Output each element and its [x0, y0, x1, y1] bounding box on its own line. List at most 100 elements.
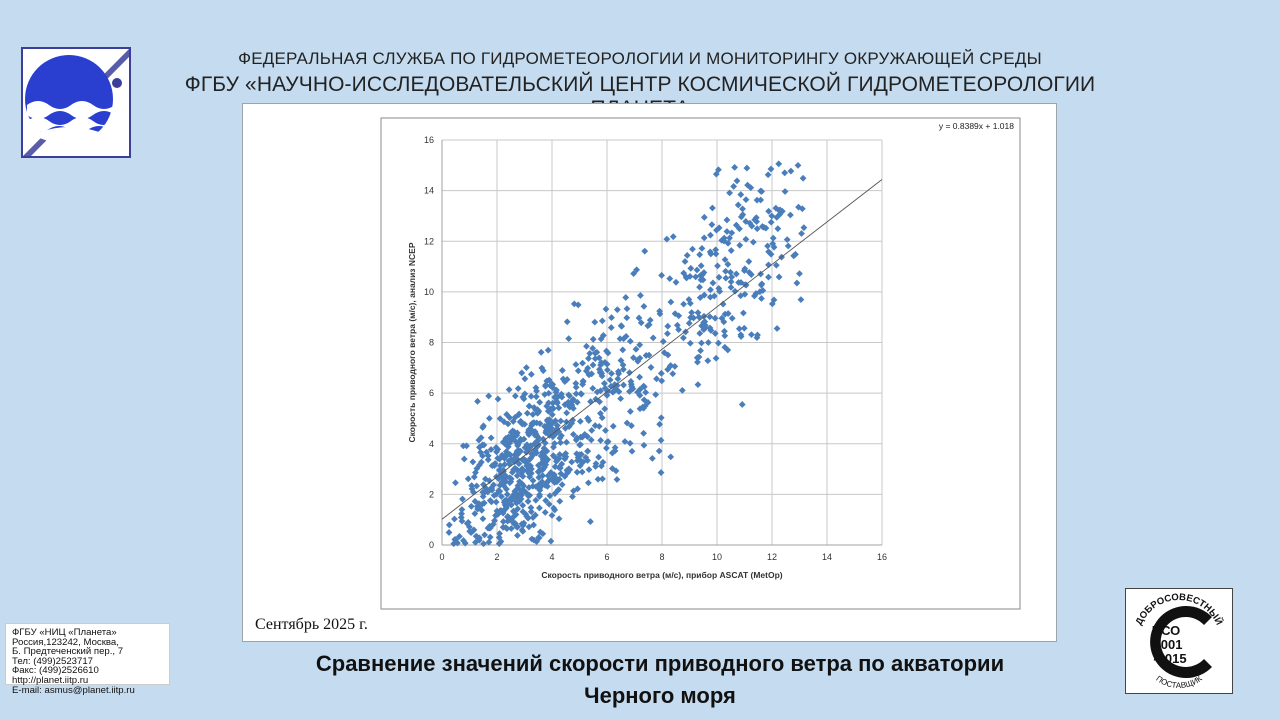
data-point	[609, 422, 617, 430]
data-point	[685, 296, 693, 303]
data-point	[707, 286, 714, 294]
data-point	[686, 300, 694, 307]
data-point	[773, 325, 781, 332]
data-point	[584, 364, 592, 372]
data-point	[521, 444, 529, 451]
data-point	[636, 373, 644, 381]
data-point	[494, 395, 502, 403]
data-point	[772, 204, 780, 212]
data-point	[579, 359, 586, 367]
data-point	[769, 234, 777, 242]
data-point	[565, 335, 573, 343]
data-point	[724, 260, 732, 268]
data-point	[744, 181, 751, 189]
data-point	[694, 309, 702, 317]
data-point	[710, 292, 718, 300]
data-point	[660, 349, 668, 357]
data-point	[715, 166, 722, 174]
data-point	[585, 355, 592, 362]
data-point	[697, 262, 705, 270]
data-point	[728, 273, 736, 281]
data-point	[577, 390, 585, 398]
data-point	[721, 332, 729, 340]
data-point	[675, 312, 683, 320]
chart-frame: 0 2 4 6 8 10 12 14 16 0 2 4 6 8 10 12 14 16 Скорость приво…	[242, 103, 1057, 642]
data-point	[506, 414, 514, 421]
data-point	[515, 460, 523, 468]
data-point	[572, 383, 580, 391]
data-point	[706, 248, 714, 256]
data-point	[549, 399, 557, 407]
data-point	[574, 485, 581, 493]
data-point	[765, 261, 772, 269]
data-point	[557, 470, 565, 478]
data-point	[536, 466, 544, 473]
data-point	[495, 475, 502, 483]
x-tick-label: 2	[494, 552, 499, 562]
data-point	[543, 447, 551, 455]
data-point	[472, 469, 479, 476]
data-point	[603, 347, 610, 355]
data-point	[483, 448, 490, 456]
data-point	[681, 258, 689, 265]
data-point	[800, 224, 808, 232]
data-point	[514, 482, 522, 490]
data-point	[773, 213, 781, 221]
data-point	[696, 251, 704, 259]
y-tick-label: 10	[424, 287, 434, 297]
data-point	[552, 417, 559, 425]
data-point	[563, 318, 571, 326]
contact-link[interactable]: http://planet.iitp.ru	[12, 674, 89, 686]
data-point	[525, 484, 533, 491]
data-point	[545, 416, 553, 423]
data-point	[724, 310, 732, 317]
data-point	[700, 326, 708, 334]
data-point	[623, 419, 631, 427]
data-point	[558, 367, 566, 374]
data-point	[523, 467, 531, 475]
data-point	[601, 384, 609, 392]
contact-email[interactable]: E-mail: asmus@planet.iitp.ru	[12, 684, 135, 696]
data-point	[564, 469, 572, 477]
x-tick-label: 6	[604, 552, 609, 562]
data-point	[469, 458, 477, 466]
data-point	[548, 411, 556, 419]
data-point	[646, 316, 654, 324]
x-tick-label: 12	[767, 552, 777, 562]
data-point	[736, 241, 744, 249]
data-point	[538, 459, 546, 467]
data-point	[751, 216, 759, 224]
data-point	[586, 518, 594, 525]
x-tick-label: 0	[439, 552, 444, 562]
data-point	[599, 332, 607, 339]
data-point	[445, 529, 453, 536]
data-point	[487, 446, 495, 453]
data-point	[598, 414, 606, 422]
data-point	[456, 532, 463, 540]
data-point	[509, 492, 517, 500]
data-point	[712, 170, 720, 178]
data-point	[546, 432, 554, 439]
data-point	[494, 510, 502, 518]
data-point	[669, 233, 677, 241]
data-point	[619, 361, 627, 369]
data-point	[737, 292, 745, 300]
data-point	[628, 447, 636, 455]
data-point	[790, 252, 798, 260]
data-point	[648, 454, 656, 462]
data-point	[706, 313, 714, 321]
data-point	[533, 538, 540, 546]
data-point	[690, 314, 697, 322]
data-point	[649, 334, 657, 342]
data-point	[569, 430, 577, 438]
data-point	[529, 477, 537, 485]
data-point	[491, 517, 498, 525]
data-point	[781, 169, 789, 177]
data-point	[508, 468, 516, 476]
data-point	[700, 269, 708, 276]
y-tick-label: 8	[429, 338, 434, 348]
data-point	[507, 525, 515, 532]
data-point	[537, 348, 545, 356]
data-point	[626, 337, 634, 345]
data-point	[727, 268, 734, 276]
